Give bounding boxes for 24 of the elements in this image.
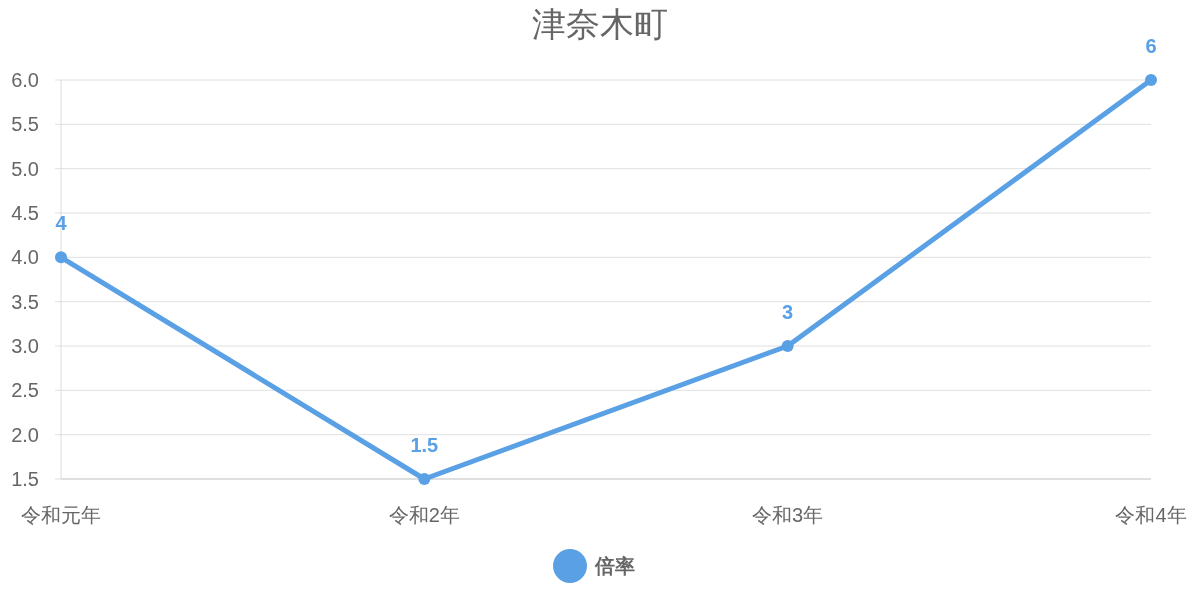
point (1145, 74, 1157, 86)
y-tick-label: 6.0 (11, 69, 39, 91)
y-tick-label: 1.5 (11, 468, 39, 490)
data-label: 3 (782, 301, 794, 323)
y-tick-label: 2.5 (11, 379, 39, 402)
legend: 倍率 (553, 549, 635, 583)
y-tick-label: 5.0 (11, 157, 39, 180)
data-label: 1.5 (410, 434, 439, 456)
data-label: 4 (55, 212, 68, 235)
y-tick-label: 4.5 (11, 202, 39, 224)
x-tick-label: 令和3年 (752, 504, 824, 526)
x-tick-label: 令和4年 (1115, 504, 1187, 526)
y-tick-label: 3.5 (11, 290, 39, 313)
x-tick-label: 令和元年 (21, 504, 101, 526)
point (418, 473, 431, 485)
y-tick-label: 4.0 (11, 246, 39, 269)
x-tick-label: 令和2年 (388, 504, 460, 526)
point (781, 340, 794, 352)
y-tick-label: 3.0 (11, 335, 39, 357)
legend-label: 倍率 (594, 555, 635, 577)
data-label: 6 (1145, 35, 1157, 57)
y-tick-label: 2.0 (11, 423, 39, 446)
y-tick-label: 5.5 (11, 113, 39, 136)
point (55, 251, 67, 264)
